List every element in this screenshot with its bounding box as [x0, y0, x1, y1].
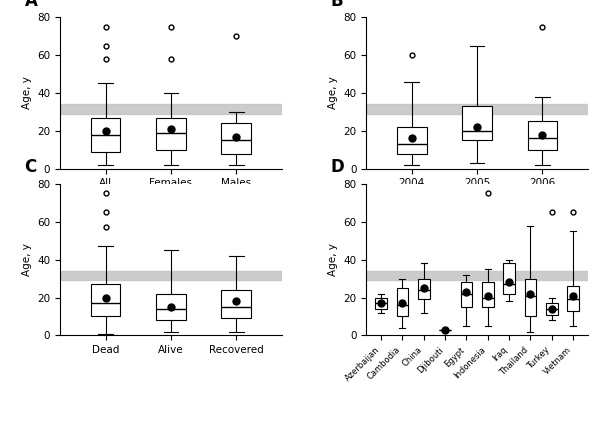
Text: B: B — [331, 0, 343, 9]
PathPatch shape — [418, 279, 430, 299]
Bar — [60, 104, 282, 114]
PathPatch shape — [524, 279, 536, 316]
PathPatch shape — [221, 123, 251, 154]
PathPatch shape — [91, 284, 121, 316]
PathPatch shape — [503, 264, 515, 294]
PathPatch shape — [91, 117, 121, 152]
Bar — [366, 271, 588, 280]
PathPatch shape — [463, 106, 492, 140]
Y-axis label: Age, y: Age, y — [328, 77, 338, 109]
PathPatch shape — [546, 303, 557, 315]
Y-axis label: Age, y: Age, y — [22, 243, 32, 276]
Y-axis label: Age, y: Age, y — [22, 77, 32, 109]
PathPatch shape — [375, 298, 387, 309]
PathPatch shape — [567, 286, 579, 311]
Bar — [366, 104, 588, 114]
PathPatch shape — [461, 283, 472, 307]
PathPatch shape — [156, 294, 185, 320]
PathPatch shape — [397, 288, 408, 316]
Bar — [60, 271, 282, 280]
Text: A: A — [25, 0, 37, 9]
PathPatch shape — [397, 127, 427, 154]
Y-axis label: Age, y: Age, y — [328, 243, 338, 276]
PathPatch shape — [221, 290, 251, 318]
PathPatch shape — [156, 117, 185, 150]
Text: C: C — [25, 158, 37, 176]
Text: D: D — [331, 158, 344, 176]
PathPatch shape — [482, 283, 494, 307]
PathPatch shape — [527, 121, 557, 150]
